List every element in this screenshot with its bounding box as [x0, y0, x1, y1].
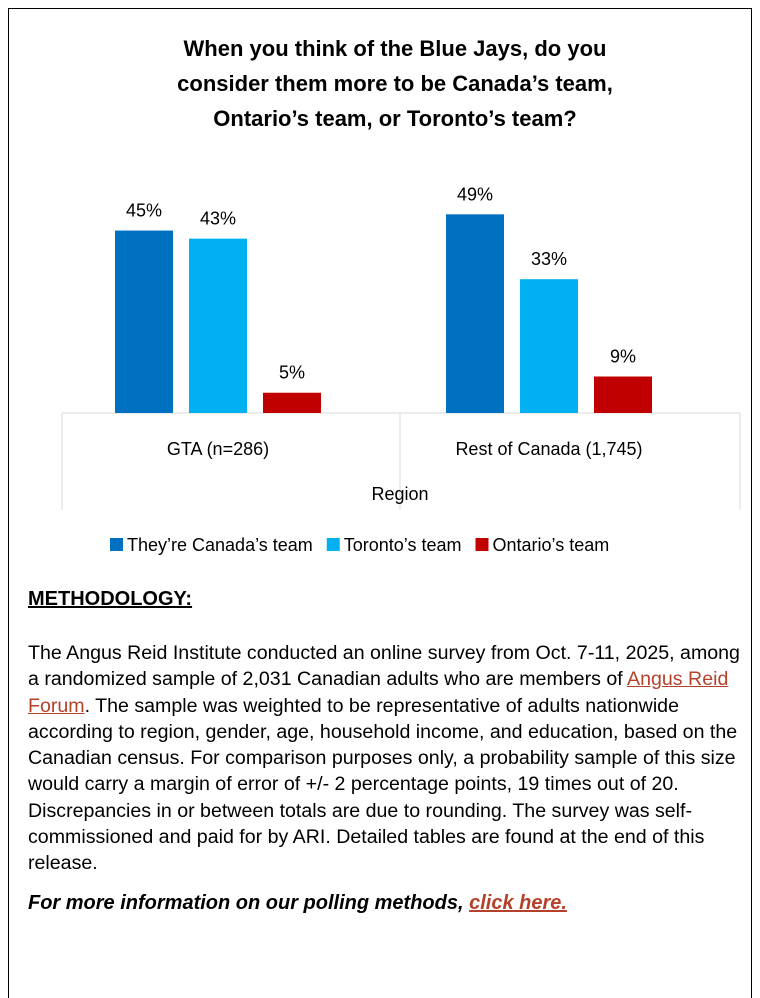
chart: When you think of the Blue Jays, do you c…	[61, 36, 741, 555]
data-label: 33%	[531, 249, 567, 269]
text: The Angus Reid Institute conducted an on…	[28, 642, 740, 691]
legend-label: Ontario’s team	[493, 535, 610, 555]
bar	[446, 214, 504, 413]
text: For more information on our polling meth…	[28, 892, 470, 914]
text: . The sample was weighted to be represen…	[28, 694, 738, 875]
bar	[115, 230, 173, 413]
frame	[8, 8, 752, 998]
chart-title: When you think of the Blue Jays, do you	[184, 36, 607, 61]
data-label: 5%	[279, 363, 305, 383]
chart-title: consider them more to be Canada’s team,	[177, 71, 613, 96]
methodology-text: The Angus Reid Institute conducted an on…	[28, 640, 750, 877]
x-axis-label: Region	[371, 484, 428, 504]
bar	[263, 392, 321, 413]
data-label: 49%	[457, 184, 493, 204]
link[interactable]: click here.	[469, 892, 567, 914]
footer: For more information on our polling meth…	[28, 892, 567, 915]
x-tick-label: Rest of Canada (1,745)	[455, 439, 642, 459]
legend-swatch	[326, 538, 340, 551]
methodology-heading: METHODOLOGY:	[28, 588, 193, 610]
bar	[189, 238, 247, 413]
chart-title: Ontario’s team, or Toronto’s team?	[213, 106, 576, 131]
data-label: 9%	[610, 347, 636, 367]
bar	[594, 376, 652, 413]
link[interactable]: Angus Reid Forum	[28, 668, 729, 717]
legend-label: They’re Canada’s team	[127, 535, 313, 555]
legend-swatch	[110, 538, 123, 551]
data-label: 45%	[126, 201, 162, 221]
legend-label: Toronto’s team	[344, 535, 462, 555]
x-tick-label: GTA (n=286)	[167, 439, 269, 459]
data-label: 43%	[200, 209, 236, 229]
legend-swatch	[475, 538, 489, 551]
bar	[520, 279, 578, 413]
